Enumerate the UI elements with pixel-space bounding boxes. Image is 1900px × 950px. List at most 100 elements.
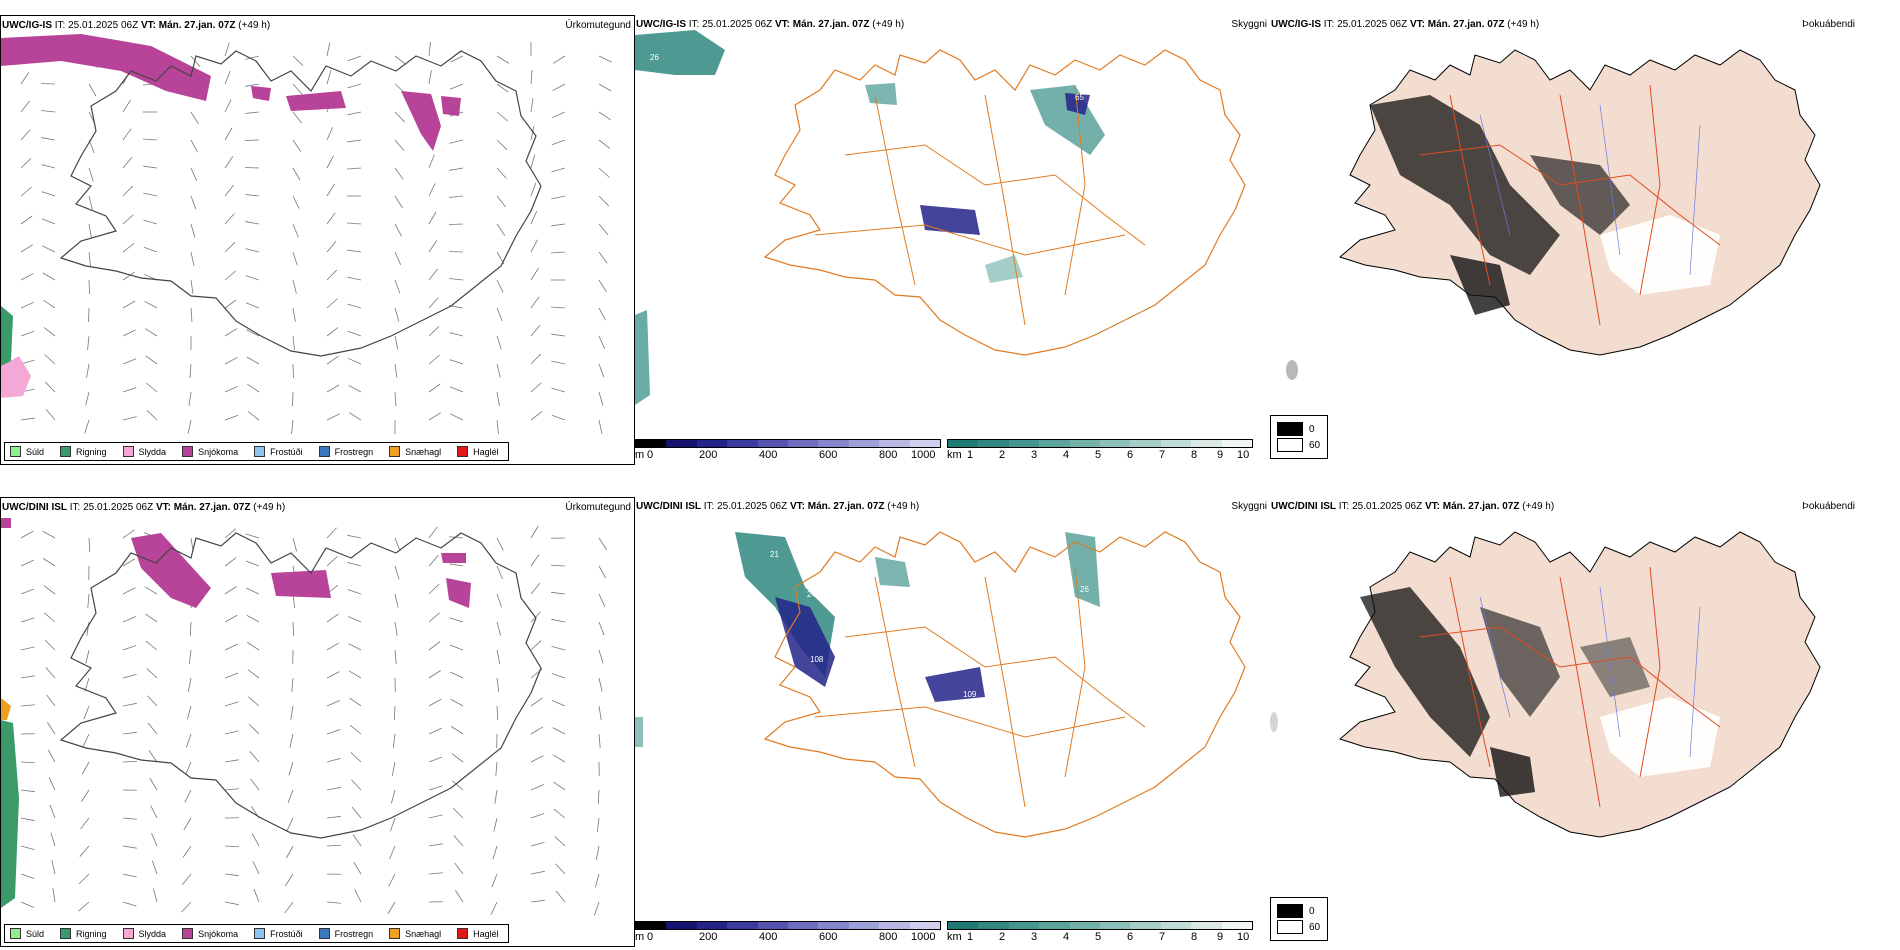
fog-legend: 0 60 [1270, 897, 1328, 941]
visibility-value-label: 85 [795, 675, 804, 684]
swatch [10, 446, 21, 457]
vt-label: VT: [140, 20, 156, 31]
legend-label: Rigning [76, 928, 107, 939]
wind-barb [122, 243, 135, 253]
dense-fog-area [1480, 607, 1560, 717]
wind-barb [43, 299, 56, 309]
lead-time: (+49 h) [238, 20, 271, 31]
wind-barb [349, 697, 362, 707]
wind-barb [122, 416, 137, 421]
wind-barb [326, 556, 338, 567]
legend-item-snow: Snjókoma [182, 446, 238, 457]
wind-barb [122, 300, 136, 309]
cloudbase-unit: m [635, 931, 645, 943]
wind-barb [449, 278, 464, 281]
lead-time: (+49 h) [1507, 19, 1540, 30]
wind-barb [88, 251, 91, 266]
wind-barb [47, 749, 56, 763]
wind-barb [496, 167, 507, 179]
vt-label: VT: [1424, 501, 1440, 512]
wind-barb [44, 612, 56, 623]
rivers [1479, 104, 1701, 276]
visibility-value-label: 108 [810, 655, 824, 664]
wind-barb [122, 128, 132, 141]
wind-barb [551, 195, 566, 200]
wind-barb [20, 704, 35, 707]
visibility-unit: km [947, 449, 962, 461]
swatch [457, 928, 469, 939]
swatch [1277, 904, 1303, 918]
tick: 800 [879, 931, 898, 943]
wind-barb [122, 529, 135, 539]
legend-label: Frostúði [270, 928, 303, 939]
wind-barb [598, 649, 604, 664]
wind-barb [189, 363, 192, 378]
wind-barb [428, 612, 440, 623]
wind-barb [43, 327, 56, 337]
wind-barb [41, 164, 56, 169]
wind-barb [390, 817, 396, 832]
vt-label: VT: [774, 19, 790, 30]
wind-barb [496, 391, 500, 406]
fog-map-bottom [1270, 531, 1821, 838]
low-cloudbase-area [1065, 93, 1090, 115]
wind-barb [47, 722, 56, 735]
cloudbase-colorbar: m 0 200 400 600 800 1000 [635, 439, 941, 462]
visibility-map-bottom: 21 244 265 108 85 26 109 [635, 531, 1246, 838]
vt-value: Mán. 27.jan. 07Z [792, 19, 870, 30]
wind-barb [20, 817, 35, 822]
wind-barb [388, 873, 396, 887]
legend-label: Frostregn [334, 446, 374, 457]
fog-panel-top: UWC/IG-IS IT: 25.01.2025 06Z VT: Mán. 27… [1270, 15, 1900, 465]
wind-barb [496, 593, 502, 608]
wind-barb [122, 673, 137, 679]
wind-barb [245, 248, 260, 253]
wind-barb [184, 789, 192, 803]
wind-barb [224, 873, 239, 877]
model-name: UWC/DINI ISL [1271, 501, 1336, 512]
wind-barb [394, 391, 397, 406]
wind-barb [496, 621, 502, 636]
wind-barb [292, 621, 295, 637]
wind-barb [394, 55, 407, 65]
wind-barb [349, 724, 362, 735]
it-value: 25.01.2025 06Z [702, 19, 773, 30]
wind-barb [289, 733, 294, 748]
legend-item-freezing-drizzle: Frostúði [254, 928, 303, 939]
wind-barb [428, 325, 440, 337]
wind-barb [287, 789, 294, 804]
tick: 0 [647, 449, 654, 461]
low-visibility-area [635, 717, 643, 747]
wind-barb [20, 129, 31, 141]
wind-barb [351, 806, 362, 819]
wind-barb [347, 561, 362, 567]
it-label: IT: [688, 19, 700, 30]
model-name: UWC/IG-IS [1271, 19, 1321, 30]
wind-barb [284, 901, 294, 914]
cloudbase-colorbar: m 0 200 400 600 800 1000 [635, 921, 941, 944]
wind-barb [326, 269, 338, 281]
tick: 1 [967, 449, 974, 461]
wind-barb [85, 391, 90, 406]
visibility-value-label: 28 [1165, 113, 1174, 122]
wind-barb [428, 555, 439, 567]
wind-barb [530, 182, 537, 197]
tick: 1000 [911, 931, 936, 943]
tick: 200 [699, 931, 718, 943]
snow-area [251, 86, 271, 101]
visibility-map-top: 26 28 65 220 27 [635, 30, 1246, 405]
wind-barb [252, 861, 260, 875]
wind-barb [598, 419, 603, 434]
tick: 1 [967, 931, 974, 943]
wind-barb [20, 789, 35, 793]
wind-barb [20, 100, 30, 113]
wind-barb [552, 111, 566, 119]
wind-barb [288, 761, 294, 776]
legend-item-rain: Rigning [60, 446, 107, 457]
wind-barb [347, 167, 362, 170]
wind-barb [347, 222, 362, 225]
wind-barb [530, 70, 533, 85]
wind-barb [79, 845, 90, 857]
tick: 9 [1217, 931, 1224, 943]
it-label: IT: [69, 502, 81, 513]
